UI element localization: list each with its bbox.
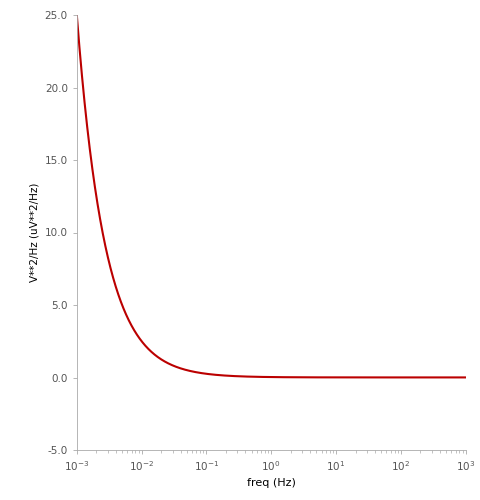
X-axis label: freq (Hz): freq (Hz) bbox=[247, 478, 296, 488]
Y-axis label: V**2/Hz (uV**2/Hz): V**2/Hz (uV**2/Hz) bbox=[29, 183, 39, 282]
